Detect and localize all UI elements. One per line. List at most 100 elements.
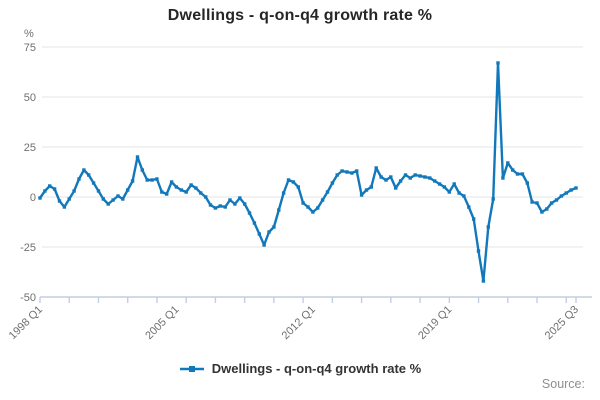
data-point-marker — [116, 194, 120, 198]
data-point-marker — [267, 230, 271, 234]
data-point-marker — [208, 203, 213, 207]
data-point-marker — [486, 225, 490, 229]
data-point-marker — [457, 191, 461, 195]
data-point-marker — [247, 211, 252, 215]
data-point-marker — [423, 175, 427, 179]
data-point-marker — [447, 190, 451, 194]
data-point-marker — [535, 201, 539, 205]
data-point-marker — [228, 198, 232, 202]
data-point-marker — [169, 180, 174, 184]
legend[interactable]: Dwellings - q-on-q4 growth rate % — [0, 361, 600, 376]
source-label: Source: — [541, 377, 585, 391]
data-point-marker — [506, 161, 510, 165]
x-tick-label: 1998 Q1 — [7, 304, 45, 342]
data-point-marker — [145, 178, 149, 182]
data-point-marker — [564, 191, 568, 195]
data-point-marker — [403, 173, 408, 177]
data-point-marker — [467, 205, 471, 209]
data-point-marker — [355, 169, 359, 173]
data-point-marker — [476, 249, 481, 253]
legend-line-icon — [179, 365, 204, 372]
data-point-marker — [418, 174, 422, 178]
data-point-marker — [389, 175, 393, 179]
data-point-marker — [140, 168, 144, 172]
chart-title: Dwellings - q-on-q4 growth rate % — [167, 7, 433, 24]
data-point-marker — [364, 188, 369, 192]
data-point-marker — [501, 176, 505, 180]
data-point-marker — [57, 199, 62, 203]
y-axis-unit-label: % — [24, 28, 34, 40]
data-point-marker — [350, 171, 354, 175]
data-point-marker — [369, 185, 373, 189]
data-point-marker — [96, 189, 101, 193]
data-point-marker — [311, 210, 315, 214]
data-point-marker — [262, 243, 266, 247]
data-point-marker — [462, 194, 466, 198]
data-point-marker — [272, 225, 276, 229]
data-point-marker — [511, 168, 515, 172]
data-point-marker — [340, 169, 344, 173]
data-point-marker — [316, 206, 320, 210]
y-tick-label: 75 — [24, 42, 36, 54]
data-point-marker — [394, 186, 398, 190]
data-point-marker — [413, 173, 417, 177]
data-point-marker — [91, 181, 96, 185]
data-point-marker — [330, 181, 335, 185]
data-point-marker — [554, 198, 559, 202]
data-point-marker — [530, 200, 534, 204]
x-tick-label: 2005 Q1 — [143, 304, 181, 342]
data-point-marker — [52, 187, 57, 191]
data-point-marker — [452, 182, 456, 186]
data-point-marker — [481, 279, 486, 283]
data-point-marker — [520, 172, 525, 176]
data-point-marker — [379, 175, 383, 179]
data-point-marker — [359, 193, 364, 197]
data-point-marker — [549, 201, 554, 205]
data-point-marker — [257, 232, 261, 236]
data-point-marker — [306, 205, 310, 209]
data-point-marker — [155, 177, 159, 181]
legend-label: Dwellings - q-on-q4 growth rate % — [211, 361, 422, 376]
data-point-marker — [243, 202, 247, 206]
data-point-marker — [442, 185, 447, 189]
data-point-marker — [433, 179, 437, 183]
data-point-marker — [540, 210, 544, 214]
data-point-marker — [150, 178, 154, 182]
data-point-marker — [545, 207, 549, 211]
data-point-marker — [428, 176, 432, 180]
data-point-marker — [437, 182, 442, 186]
x-tick-label: 2019 Q1 — [416, 304, 454, 342]
data-point-marker — [174, 185, 179, 189]
data-point-marker — [213, 206, 218, 210]
data-point-marker — [398, 179, 403, 183]
data-point-marker — [286, 178, 291, 182]
data-point-marker — [82, 168, 86, 172]
data-point-marker — [472, 217, 476, 221]
data-point-marker — [179, 188, 183, 192]
x-tick-label: 2025 Q3 — [543, 304, 581, 342]
data-point-marker — [233, 202, 237, 206]
data-point-marker — [384, 178, 388, 182]
data-point-marker — [277, 208, 281, 212]
data-point-marker — [106, 202, 110, 206]
data-point-marker — [199, 191, 203, 195]
data-point-marker — [165, 192, 169, 196]
data-point-marker — [126, 188, 130, 192]
data-point-marker — [335, 173, 339, 177]
y-tick-label: -25 — [20, 242, 36, 254]
data-point-marker — [101, 197, 105, 201]
data-point-marker — [238, 196, 242, 200]
data-point-marker — [301, 201, 305, 205]
y-tick-label: 50 — [24, 92, 36, 104]
data-point-marker — [296, 185, 300, 189]
data-point-marker — [496, 61, 500, 65]
data-point-marker — [121, 197, 125, 201]
data-point-marker — [160, 190, 164, 194]
data-point-marker — [38, 196, 42, 200]
data-point-marker — [218, 204, 222, 208]
data-point-marker — [204, 195, 208, 199]
data-point-marker — [43, 189, 47, 193]
data-point-marker — [491, 197, 495, 201]
